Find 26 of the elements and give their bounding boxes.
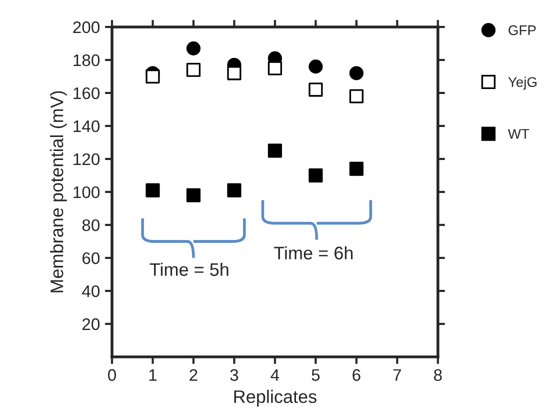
annotation: Time = 6h [274, 246, 353, 260]
x-tick-label: 7 [393, 369, 401, 381]
y-tick-label: 80 [82, 219, 100, 232]
y-axis-title: Membrane potential (mV) [50, 91, 67, 292]
y-tick-label: 200 [73, 21, 100, 34]
y-tick-label: 100 [74, 186, 100, 198]
x-tick-label: 4 [270, 369, 280, 381]
y-tick-label: 60 [82, 252, 100, 264]
y-tick-label: 180 [74, 54, 100, 66]
y-tick-label: 140 [74, 120, 100, 132]
annotation: Time = 5h [150, 262, 228, 276]
legend-label: WT [508, 129, 530, 139]
x-tick-label: 3 [230, 369, 238, 381]
x-tick-label: 1 [149, 369, 157, 381]
y-tick-label: 40 [82, 285, 100, 298]
legend-label: YejG [508, 76, 536, 90]
x-tick-label: 2 [190, 369, 198, 381]
y-tick-label: 120 [74, 153, 100, 166]
x-tick-label: 5 [312, 369, 320, 381]
x-tick-label: 0 [108, 369, 116, 381]
y-tick-label: 20 [82, 318, 100, 330]
x-axis-title: Replicates [234, 390, 316, 407]
x-tick-label: 6 [352, 369, 360, 381]
y-tick-label: 160 [74, 87, 100, 100]
x-tick-label: 8 [434, 369, 442, 381]
legend-label: GFP [508, 25, 536, 36]
